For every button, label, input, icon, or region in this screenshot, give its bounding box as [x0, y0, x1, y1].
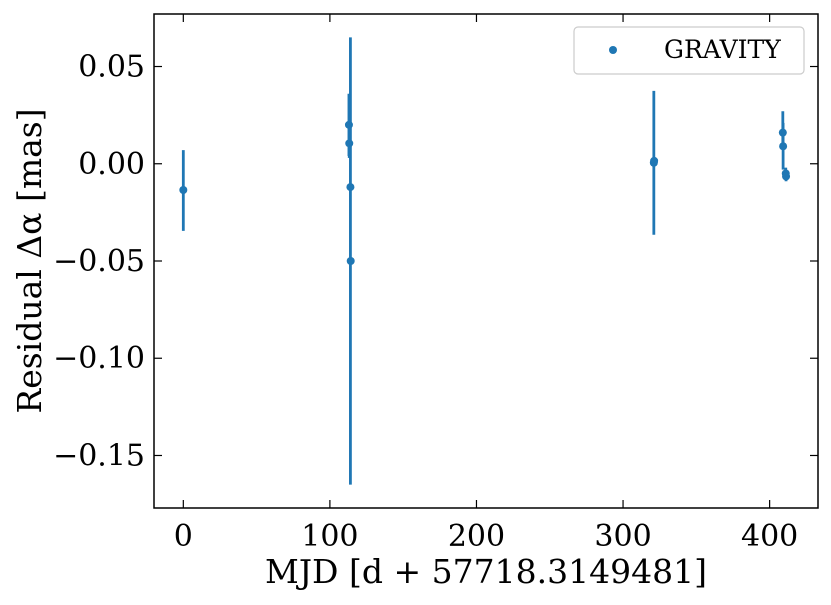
plot-frame [153, 13, 819, 509]
data-point [346, 257, 355, 265]
y-tick-label: −0.10 [53, 341, 145, 376]
x-tick-label: 200 [448, 519, 505, 554]
y-axis-label: Residual Δα [mas] [10, 108, 49, 413]
legend-box [573, 26, 805, 75]
data-point [346, 183, 355, 192]
y-tick-label: −0.15 [53, 438, 145, 473]
y-tick-label: −0.05 [53, 244, 145, 279]
data-point [782, 172, 791, 181]
x-tick-label: 100 [301, 519, 358, 554]
x-axis-label: MJD [d + 57718.3149481] [265, 552, 707, 591]
data-point [650, 156, 659, 165]
legend-marker [609, 46, 617, 54]
ticks-layer: 0 100 200 300 400 0.05 0.00 −0.05 −0.10 −0.15 [53, 14, 818, 554]
y-tick-label: 0.00 [78, 147, 145, 182]
legend-label-gravity: GRAVITY [664, 35, 781, 64]
legend: GRAVITY [573, 26, 805, 75]
x-tick-label: 0 [174, 519, 193, 554]
data-point [179, 186, 188, 195]
data-point [779, 142, 788, 151]
x-tick-label: 400 [741, 519, 798, 554]
y-tick-label: 0.05 [78, 50, 145, 85]
data-layer [179, 37, 791, 485]
x-tick-label: 300 [594, 519, 651, 554]
